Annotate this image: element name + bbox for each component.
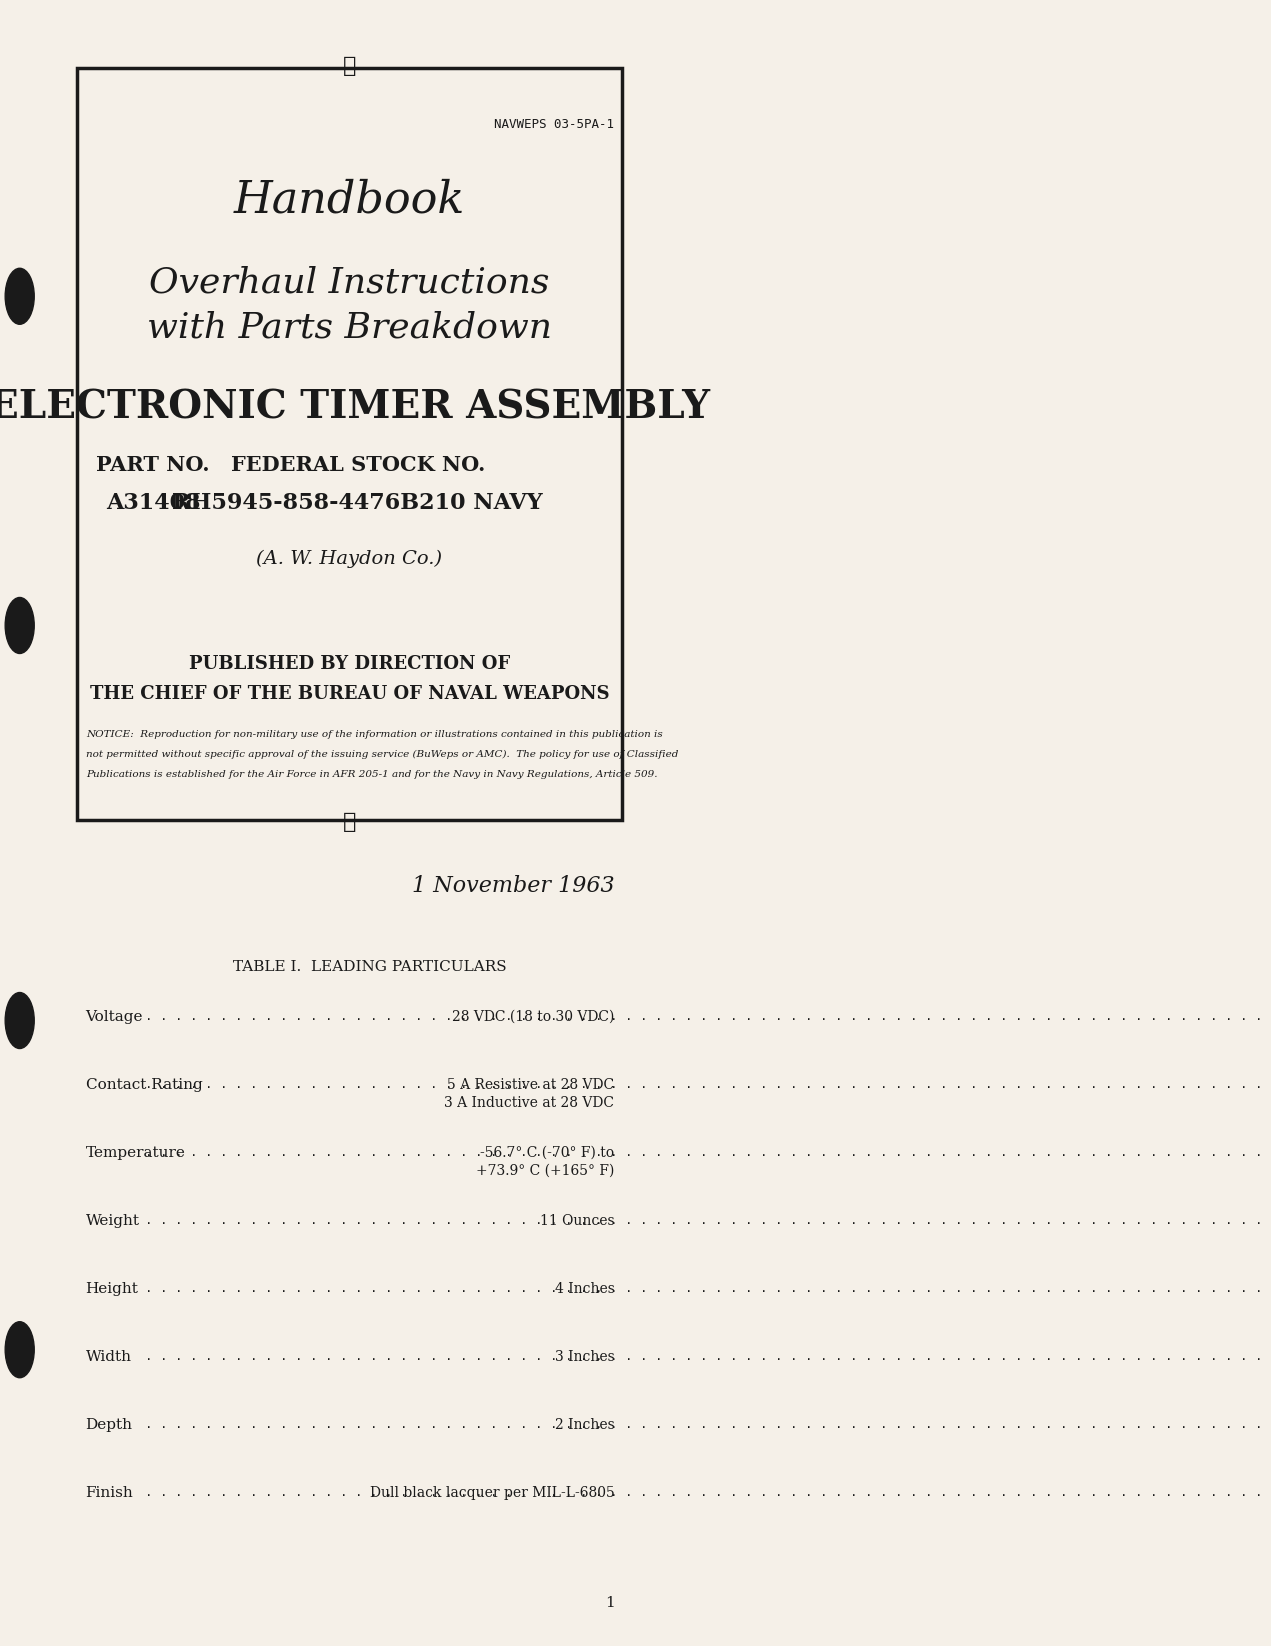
Text: PART NO.: PART NO. [97, 454, 210, 476]
Text: 2 Inches: 2 Inches [554, 1417, 614, 1432]
Text: Weight: Weight [85, 1215, 140, 1228]
Text: 1: 1 [605, 1597, 614, 1610]
Text: . . . . . . . . . . . . . . . . . . . . . . . . . . . . . . . . . . . . . . . . : . . . . . . . . . . . . . . . . . . . . … [145, 1215, 1271, 1226]
Text: . . . . . . . . . . . . . . . . . . . . . . . . . . . . . . . . . . . . . . . . : . . . . . . . . . . . . . . . . . . . . … [145, 1078, 1271, 1091]
Text: RH5945-858-4476B210 NAVY: RH5945-858-4476B210 NAVY [173, 492, 543, 514]
Text: NAVWEPS 03-5PA-1: NAVWEPS 03-5PA-1 [494, 119, 614, 132]
Text: Finish: Finish [85, 1486, 133, 1500]
Text: Voltage: Voltage [85, 1011, 144, 1024]
Text: Temperature: Temperature [85, 1146, 186, 1160]
Text: . . . . . . . . . . . . . . . . . . . . . . . . . . . . . . . . . . . . . . . . : . . . . . . . . . . . . . . . . . . . . … [145, 1417, 1271, 1430]
Text: 28 VDC (18 to 30 VDC): 28 VDC (18 to 30 VDC) [452, 1011, 614, 1024]
Text: (A. W. Haydon Co.): (A. W. Haydon Co.) [257, 550, 442, 568]
Text: 5 A Resistive at 28 VDC: 5 A Resistive at 28 VDC [447, 1078, 614, 1091]
Text: . . . . . . . . . . . . . . . . . . . . . . . . . . . . . . . . . . . . . . . . : . . . . . . . . . . . . . . . . . . . . … [145, 1350, 1271, 1363]
Circle shape [5, 268, 34, 324]
Text: 1 November 1963: 1 November 1963 [412, 876, 614, 897]
Text: . . . . . . . . . . . . . . . . . . . . . . . . . . . . . . . . . . . . . . . . : . . . . . . . . . . . . . . . . . . . . … [145, 1146, 1271, 1159]
Text: Height: Height [85, 1282, 139, 1295]
Text: . . . . . . . . . . . . . . . . . . . . . . . . . . . . . . . . . . . . . . . . : . . . . . . . . . . . . . . . . . . . . … [145, 1486, 1271, 1500]
Text: NOTICE:  Reproduction for non-military use of the information or illustrations c: NOTICE: Reproduction for non-military us… [86, 729, 662, 739]
Text: . . . . . . . . . . . . . . . . . . . . . . . . . . . . . . . . . . . . . . . . : . . . . . . . . . . . . . . . . . . . . … [145, 1011, 1271, 1024]
Text: TABLE I.  LEADING PARTICULARS: TABLE I. LEADING PARTICULARS [234, 960, 507, 974]
Text: 4 Inches: 4 Inches [554, 1282, 614, 1295]
Text: ★: ★ [343, 54, 356, 77]
Text: Publications is established for the Air Force in AFR 205-1 and for the Navy in N: Publications is established for the Air … [86, 770, 657, 779]
Text: ELECTRONIC TIMER ASSEMBLY: ELECTRONIC TIMER ASSEMBLY [0, 388, 710, 426]
Text: Contact Rating: Contact Rating [85, 1078, 202, 1091]
Circle shape [5, 597, 34, 653]
Text: +73.9° C (+165° F): +73.9° C (+165° F) [477, 1164, 614, 1179]
Text: ★: ★ [343, 811, 356, 833]
Text: with Parts Breakdown: with Parts Breakdown [147, 309, 552, 344]
Text: Depth: Depth [85, 1417, 132, 1432]
Text: 3 Inches: 3 Inches [554, 1350, 614, 1365]
Text: Handbook: Handbook [234, 178, 465, 221]
Text: 3 A Inductive at 28 VDC: 3 A Inductive at 28 VDC [445, 1096, 614, 1109]
Text: 11 Ounces: 11 Ounces [540, 1215, 614, 1228]
Circle shape [5, 993, 34, 1049]
Text: THE CHIEF OF THE BUREAU OF NAVAL WEAPONS: THE CHIEF OF THE BUREAU OF NAVAL WEAPONS [90, 685, 609, 703]
Bar [76, 67, 623, 820]
Text: PUBLISHED BY DIRECTION OF: PUBLISHED BY DIRECTION OF [189, 655, 510, 673]
Text: A31408: A31408 [105, 492, 201, 514]
Text: not permitted without specific approval of the issuing service (BuWeps or AMC). : not permitted without specific approval … [86, 751, 679, 759]
Text: . . . . . . . . . . . . . . . . . . . . . . . . . . . . . . . . . . . . . . . . : . . . . . . . . . . . . . . . . . . . . … [145, 1282, 1271, 1295]
Text: Width: Width [85, 1350, 132, 1365]
Text: -56.7° C (-70° F) to: -56.7° C (-70° F) to [480, 1146, 614, 1160]
Text: Overhaul Instructions: Overhaul Instructions [149, 265, 549, 300]
Circle shape [5, 1322, 34, 1378]
Text: FEDERAL STOCK NO.: FEDERAL STOCK NO. [230, 454, 486, 476]
Text: Dull black lacquer per MIL-L-6805: Dull black lacquer per MIL-L-6805 [370, 1486, 614, 1500]
